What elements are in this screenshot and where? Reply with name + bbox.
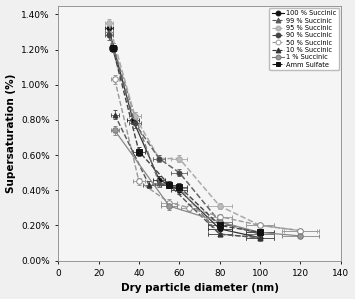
- X-axis label: Dry particle diameter (nm): Dry particle diameter (nm): [121, 283, 279, 293]
- Y-axis label: Supersaturation (%): Supersaturation (%): [6, 73, 16, 193]
- Legend: 100 % Succinic, 99 % Succinic, 95 % Succinic, 90 % Succinic, 50 % Succinic, 10 %: 100 % Succinic, 99 % Succinic, 95 % Succ…: [269, 7, 339, 70]
